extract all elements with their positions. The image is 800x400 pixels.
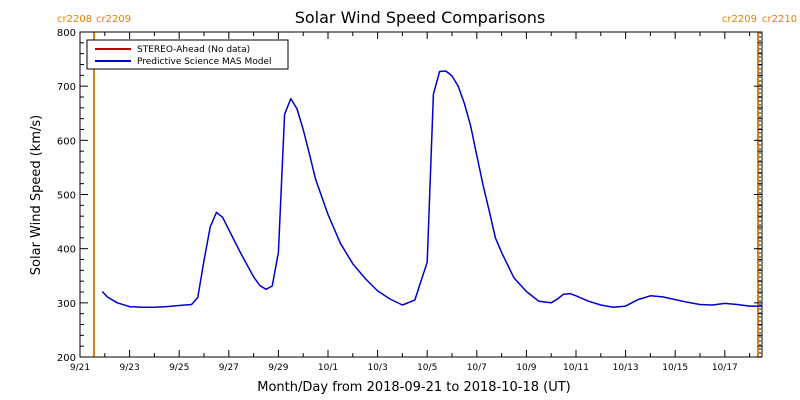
x-tick-label: 10/7 bbox=[467, 363, 487, 373]
x-tick-label: 10/17 bbox=[712, 363, 738, 373]
x-tick-label: 10/13 bbox=[613, 363, 639, 373]
x-tick-label: 10/15 bbox=[662, 363, 688, 373]
plot-frame bbox=[79, 31, 763, 358]
y-tick-label: 600 bbox=[57, 136, 76, 147]
cr-marker-left-1: cr2208 bbox=[57, 14, 92, 25]
legend-label-stereo: STEREO-Ahead (No data) bbox=[137, 45, 250, 55]
x-tick-label: 9/25 bbox=[169, 363, 189, 373]
plot-area: 200 300 400 500 600 700 800 9/21 9/23 9/25 9/27 9/2… bbox=[57, 28, 762, 373]
legend-label-mas: Predictive Science MAS Model bbox=[137, 57, 272, 67]
legend-box bbox=[86, 39, 289, 70]
cr-marker-right-2: cr2210 bbox=[762, 14, 797, 25]
x-tick-label: 10/5 bbox=[417, 363, 437, 373]
x-tick-label: 10/9 bbox=[516, 363, 536, 373]
x-tick-label: 9/29 bbox=[268, 363, 288, 373]
x-tick-label: 9/23 bbox=[119, 363, 139, 373]
x-tick-label: 9/27 bbox=[219, 363, 239, 373]
series-line-1 bbox=[101, 70, 762, 308]
cr-marker-right-1: cr2209 bbox=[722, 14, 757, 25]
cr-marker-left-2: cr2209 bbox=[96, 14, 131, 25]
y-tick-label: 500 bbox=[57, 191, 76, 202]
y-axis-label: Solar Wind Speed (km/s) bbox=[29, 115, 44, 275]
chart-title: Solar Wind Speed Comparisons bbox=[295, 8, 546, 27]
x-axis-label: Month/Day from 2018-09-21 to 2018-10-18 … bbox=[257, 380, 570, 395]
y-tick-label: 700 bbox=[57, 82, 76, 93]
legend: STEREO-Ahead (No data) Predictive Scienc… bbox=[86, 39, 289, 70]
y-tick-label: 400 bbox=[57, 245, 76, 256]
y-tick-label: 800 bbox=[57, 28, 76, 39]
x-tick-label: 9/21 bbox=[70, 363, 90, 373]
x-tick-label: 10/11 bbox=[563, 363, 589, 373]
x-tick-label: 10/3 bbox=[367, 363, 387, 373]
x-tick-label: 10/1 bbox=[318, 363, 338, 373]
y-tick-label: 300 bbox=[57, 299, 76, 310]
y-tick-label: 200 bbox=[57, 353, 76, 364]
